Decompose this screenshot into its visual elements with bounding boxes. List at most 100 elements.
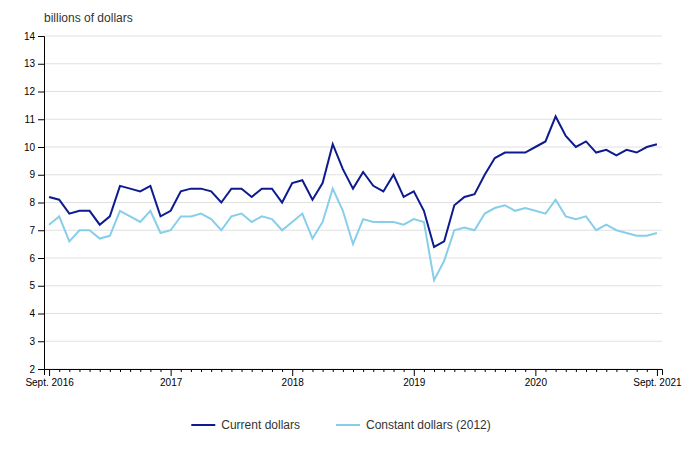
x-tick-mark: [150, 369, 151, 372]
x-tick: [161, 369, 162, 372]
legend-item: Constant dollars (2012): [336, 418, 491, 432]
x-tick: [515, 369, 516, 372]
grid-line: [44, 230, 662, 231]
x-tick-mark: [576, 369, 577, 372]
y-tick-mark: [38, 341, 44, 342]
x-tick-mark: [49, 369, 50, 376]
x-tick-label: 2020: [525, 377, 548, 388]
x-tick: [242, 369, 243, 372]
grid-line: [44, 91, 662, 92]
y-tick: 3: [29, 336, 44, 347]
x-tick-mark: [262, 369, 263, 372]
x-tick: [616, 369, 617, 372]
x-tick-mark: [140, 369, 141, 372]
legend-item: Current dollars: [191, 418, 300, 432]
y-tick-label: 9: [29, 169, 35, 180]
y-tick: 10: [24, 142, 44, 153]
x-tick-mark: [333, 369, 334, 372]
x-tick: [495, 369, 496, 372]
x-tick-mark: [637, 369, 638, 372]
x-tick: [505, 369, 506, 372]
x-tick: [181, 369, 182, 372]
grid-line: [44, 341, 662, 342]
x-tick-mark: [201, 369, 202, 372]
x-tick-mark: [282, 369, 283, 372]
y-tick: 8: [29, 197, 44, 208]
y-tick-label: 4: [29, 308, 35, 319]
x-tick: 2017: [160, 369, 183, 388]
y-tick: 6: [29, 253, 44, 264]
grid-line: [44, 63, 662, 64]
x-tick: [312, 369, 313, 372]
y-tick-label: 7: [29, 225, 35, 236]
y-tick: 4: [29, 308, 44, 319]
y-axis: 234567891011121314: [24, 31, 45, 375]
y-tick-mark: [38, 64, 44, 65]
x-tick: [231, 369, 232, 372]
x-tick-mark: [495, 369, 496, 372]
grid-line: [44, 119, 662, 120]
x-tick-mark: [596, 369, 597, 372]
x-tick: [556, 369, 557, 372]
y-tick: 2: [29, 364, 44, 375]
x-tick-mark: [343, 369, 344, 372]
y-tick: 9: [29, 169, 44, 180]
x-tick-mark: [535, 369, 536, 376]
x-tick-label: Sept. 2021: [633, 377, 682, 388]
x-tick-mark: [181, 369, 182, 372]
y-tick-label: 11: [25, 114, 36, 125]
x-tick: 2020: [525, 369, 548, 388]
x-tick: [373, 369, 374, 372]
x-tick-mark: [485, 369, 486, 372]
grid-line: [44, 285, 662, 286]
x-tick-mark: [211, 369, 212, 372]
y-tick-label: 10: [24, 142, 36, 153]
x-tick-label: 2017: [160, 377, 183, 388]
x-tick: [69, 369, 70, 372]
x-tick-mark: [454, 369, 455, 372]
y-tick: 5: [29, 280, 44, 291]
x-tick: [404, 369, 405, 372]
x-tick-mark: [464, 369, 465, 372]
x-tick: [150, 369, 151, 372]
x-tick-mark: [373, 369, 374, 372]
x-tick-mark: [69, 369, 70, 372]
y-tick-mark: [38, 203, 44, 204]
y-tick-label: 13: [24, 58, 36, 69]
y-tick: 11: [25, 114, 44, 125]
y-tick-label: 8: [29, 197, 35, 208]
x-tick: Sept. 2021: [633, 369, 682, 388]
y-tick: 7: [29, 225, 44, 236]
x-tick-mark: [556, 369, 557, 372]
x-tick: [343, 369, 344, 372]
y-tick: 14: [24, 31, 44, 42]
x-tick: [525, 369, 526, 372]
y-tick-label: 5: [29, 280, 35, 291]
y-tick-label: 6: [29, 253, 35, 264]
x-tick-mark: [566, 369, 567, 372]
grid-line: [44, 174, 662, 175]
y-tick-mark: [38, 230, 44, 231]
x-tick: [120, 369, 121, 372]
y-axis-title: billions of dollars: [44, 11, 133, 25]
x-tick-mark: [323, 369, 324, 372]
x-tick: [252, 369, 253, 372]
y-tick-mark: [38, 314, 44, 315]
grid-line: [44, 36, 662, 37]
x-tick: Sept. 2016: [25, 369, 74, 388]
x-tick: [586, 369, 587, 372]
x-tick-mark: [100, 369, 101, 372]
x-tick: 2019: [403, 369, 426, 388]
y-tick-mark: [38, 369, 44, 370]
y-tick-label: 2: [29, 364, 35, 375]
x-tick-mark: [272, 369, 273, 372]
series-line: [49, 189, 657, 281]
x-tick: [637, 369, 638, 372]
x-tick: [576, 369, 577, 372]
x-tick: [211, 369, 212, 372]
x-tick-mark: [505, 369, 506, 372]
y-tick-mark: [38, 258, 44, 259]
x-tick-mark: [252, 369, 253, 372]
x-tick: [464, 369, 465, 372]
x-tick: [647, 369, 648, 372]
